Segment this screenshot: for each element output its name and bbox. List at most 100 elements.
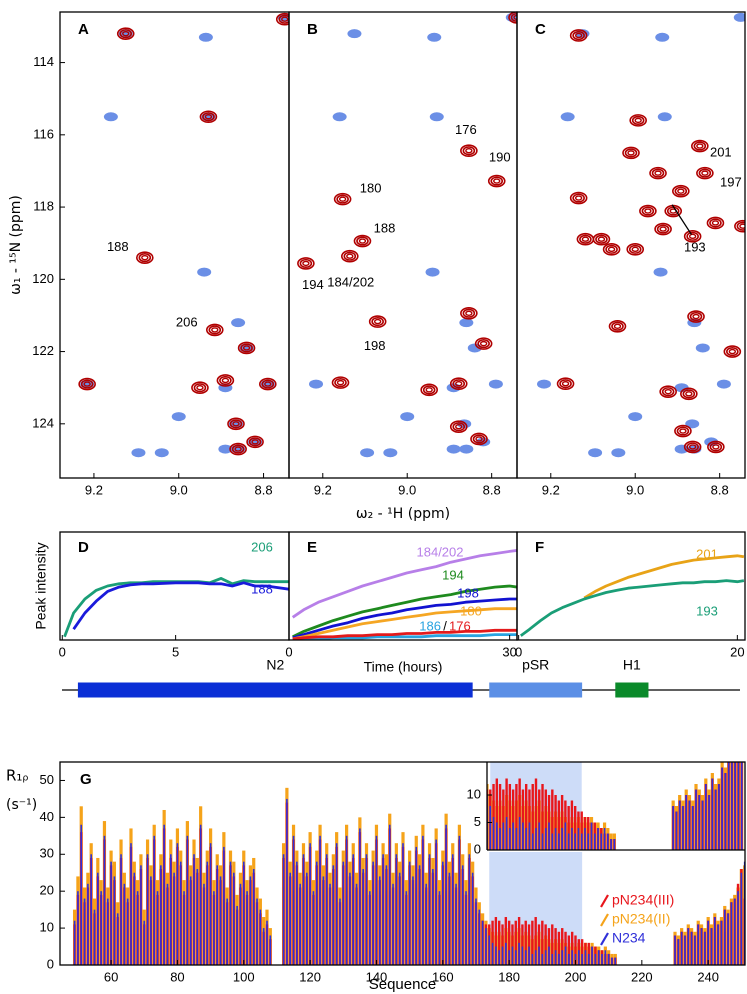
bar (613, 839, 616, 850)
bar (541, 953, 544, 965)
inset-y-tick-label: 0 (474, 841, 481, 856)
reference-peak (197, 267, 212, 277)
bar (680, 931, 683, 965)
bar (607, 953, 610, 965)
contour-ring (240, 343, 253, 353)
bar (305, 872, 308, 965)
peak (275, 12, 289, 26)
reference-peak (429, 112, 444, 122)
bar (551, 789, 554, 850)
contour-ring (338, 196, 347, 202)
bar (478, 909, 481, 965)
bar (718, 784, 720, 850)
contour-ring (559, 379, 572, 389)
reference-peak (611, 448, 626, 458)
peak-label: 201 (710, 144, 732, 159)
bar (528, 946, 530, 965)
x-tick-label: 9.2 (542, 482, 560, 497)
spectrum (537, 12, 745, 458)
contour-ring (574, 32, 583, 39)
bar (451, 854, 454, 965)
bar (120, 854, 122, 965)
bar (482, 773, 485, 850)
contour-ring (221, 377, 230, 384)
bar (455, 883, 457, 965)
peak (297, 257, 315, 270)
bar (97, 872, 99, 965)
bar (580, 833, 583, 850)
bar (402, 843, 404, 965)
x-tick-label: 9.0 (170, 482, 188, 497)
bar (561, 928, 564, 965)
bar (554, 950, 557, 965)
bar (597, 828, 599, 850)
bar (524, 920, 527, 965)
bar (557, 800, 561, 850)
peak (449, 377, 468, 391)
bar (574, 935, 577, 965)
bar (140, 865, 142, 965)
bar (514, 950, 517, 965)
bar (580, 811, 583, 850)
peak (707, 440, 725, 454)
bar (727, 913, 729, 965)
x-tick-label: 8.8 (255, 482, 273, 497)
bar (359, 828, 361, 965)
bar (614, 957, 617, 965)
bar (678, 800, 681, 850)
contour-ring (462, 146, 476, 156)
bar (483, 784, 485, 850)
peak-label: 198 (364, 338, 386, 353)
contour-ring (452, 379, 466, 389)
bar (508, 784, 512, 850)
reference-peak (653, 267, 668, 277)
bar (269, 935, 272, 965)
peak (569, 29, 588, 42)
reference-peak (309, 379, 324, 389)
contour-ring (631, 246, 639, 253)
y-tick-label: 118 (33, 199, 54, 214)
bar (100, 891, 102, 965)
curves (291, 549, 517, 640)
bar (581, 953, 583, 965)
bar (730, 902, 733, 965)
bar (682, 806, 684, 850)
bar (723, 909, 726, 965)
contour-ring (688, 444, 697, 450)
bar (600, 833, 603, 850)
bar (292, 835, 295, 965)
bar (77, 891, 79, 965)
x-tick-label: 120 (299, 969, 321, 984)
bar (551, 924, 554, 965)
bar (534, 778, 538, 850)
bar (495, 778, 498, 850)
reference-peak (685, 419, 700, 429)
time-course (519, 579, 745, 637)
panel-letter: D (78, 539, 89, 556)
contour-ring (631, 115, 645, 125)
time-course (63, 577, 289, 638)
bar (701, 800, 704, 850)
bar (173, 872, 175, 965)
bar (573, 806, 577, 850)
bar (471, 872, 474, 965)
x-tick-label: 9.0 (398, 482, 416, 497)
reference-peak (239, 343, 254, 353)
bar (610, 839, 612, 850)
bar (465, 891, 467, 965)
contour-ring (677, 188, 685, 194)
domain (489, 682, 583, 698)
contour-ring (242, 345, 251, 351)
contour-ring (693, 141, 707, 151)
contour-ring (472, 434, 486, 444)
bar (491, 942, 494, 965)
y-tick-label: 50 (40, 772, 54, 787)
contour-ring (356, 236, 369, 246)
contour-ring (80, 379, 94, 389)
series-label: 201 (696, 546, 718, 561)
contour-ring (358, 238, 367, 244)
bar (116, 913, 119, 965)
reference-peak (383, 448, 398, 458)
bar (507, 920, 511, 965)
